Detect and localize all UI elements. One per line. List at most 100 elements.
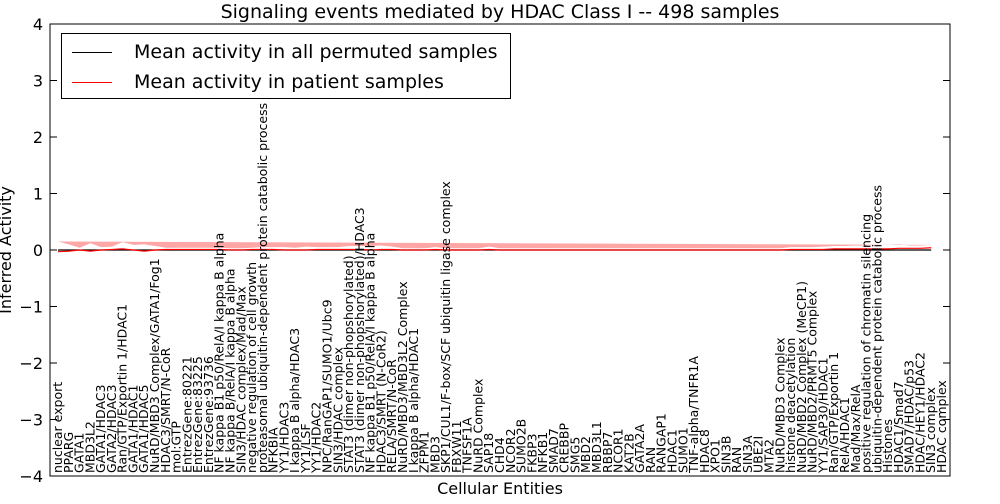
line-layer <box>57 247 932 253</box>
x-tick-label: Histones <box>880 419 895 473</box>
x-tick-label: EntrezGene:83225 <box>190 356 205 473</box>
y-tick-label: 4 <box>33 15 43 34</box>
series-line-patient <box>57 247 932 253</box>
legend-swatch-patient <box>72 81 112 83</box>
x-tick-label: CREBBP <box>557 423 572 473</box>
x-tick-label: STAT3 (dimer non-phopshorylated) <box>341 255 356 473</box>
y-tick-label: −1 <box>19 298 43 317</box>
x-tick-label: NCOR2 <box>503 428 518 473</box>
x-tick-label: GATA1 <box>72 433 87 473</box>
x-tick-label: HDAC3/SMRT/N-CoR <box>158 347 173 473</box>
legend-label-permuted: Mean activity in all permuted samples <box>134 41 498 63</box>
x-tick-label: NFKB1 <box>535 432 550 473</box>
x-tick-label: SIN3/HDAC complex/Mad/Max <box>233 286 248 473</box>
y-tick-label: −4 <box>19 467 43 486</box>
x-tick-label: NuRD/MBD2/PRMT5 Complex <box>805 291 820 473</box>
x-tick-label: RAN <box>729 447 744 473</box>
legend-item-patient: Mean activity in patient samples <box>62 67 444 97</box>
x-tick-label: SIN3 complex <box>923 387 938 473</box>
x-tick-label: CHD4 <box>492 437 507 473</box>
x-tick-label: YY1/SAP30/HDAC1 <box>815 357 830 474</box>
x-tick-label: MBD3 <box>427 436 442 473</box>
x-tick-label: SIN3B <box>718 436 733 474</box>
x-tick-label: GATA1/HDAC3 <box>93 385 108 473</box>
x-tick-label: SKP1/CUL1/F-box/SCF ubiquitin ligase com… <box>438 181 453 473</box>
x-tick-label: histone deacetylation <box>783 338 798 473</box>
x-tick-label: SUMO1 <box>675 427 690 473</box>
x-tick-label: YY1/HDAC3 <box>276 402 291 474</box>
x-tick-label: negative regulation of cell growth <box>244 262 259 473</box>
x-tick-label: FKBP3 <box>524 434 539 473</box>
x-tick-label: MBD2 <box>578 436 593 473</box>
x-tick-label: MTA2 <box>762 439 777 473</box>
band-layer <box>58 241 932 249</box>
x-tick-label: I kappa B alpha/HDAC3 <box>287 328 302 473</box>
x-tick-label: PPARG <box>61 432 76 473</box>
x-tick-label: NFKBIA <box>266 427 281 473</box>
x-tick-label: TNF-alpha/TNFR1A <box>686 356 701 474</box>
x-tick-label: RelA/HDAC1 <box>837 397 852 473</box>
x-tick-label: STAT3 (dimer non-phopshorylated)/HDAC3 <box>352 207 367 473</box>
x-tick-label: XPO1 <box>708 439 723 473</box>
y-tick-label: −3 <box>19 411 43 430</box>
x-tick-label: SMG5 <box>567 437 582 473</box>
x-tick-label: HDAC1/Smad7 <box>891 381 906 473</box>
legend-item-permuted: Mean activity in all permuted samples <box>62 37 497 67</box>
x-tick-label: GATA2/HDAC3 <box>104 385 119 473</box>
x-tick-label: NuRD Complex <box>470 379 485 473</box>
x-tick-label: Ran/GTP/Exportin 1 <box>826 352 841 473</box>
x-tick-label: GATA1/HDAC1 <box>125 385 140 473</box>
x-tick-label: UBE2I <box>751 436 766 473</box>
x-tick-label: RAN <box>643 447 658 473</box>
y-axis-label: Inferred Activity <box>0 186 15 314</box>
x-tick-label: nuclear export <box>50 382 65 473</box>
x-tick-label: YY1/HDAC2 <box>309 402 324 474</box>
x-tick-label: HDAC8 <box>697 429 712 473</box>
y-tick-label: 0 <box>33 241 43 260</box>
x-tick-label: HDAC3/SMRT (N-CoR2) <box>373 330 388 473</box>
x-tick-label: RANGAP1 <box>654 413 669 473</box>
x-tick-label: RELA/SMRT/N-CoR <box>384 359 399 473</box>
patient-band <box>58 241 932 249</box>
x-tick-label: NuRD/MBD2 Complex (MeCP1) <box>794 281 809 473</box>
x-tick-label: HDAC1 <box>664 429 679 473</box>
x-tick-label: SUMO2B <box>514 419 529 473</box>
x-axis-label: Cellular Entities <box>437 479 563 498</box>
y-tick-label: 1 <box>33 185 43 204</box>
x-tick-label: NCOR1 <box>611 428 626 473</box>
x-tick-label: GATA2A <box>632 424 647 473</box>
x-tick-label: SMAD7 <box>546 428 561 473</box>
x-tick-label: mol:GTP <box>169 421 184 473</box>
x-tick-label: NuRD/MBD3/MBD3L2 Complex <box>395 281 410 473</box>
x-tick-label: NuRD/MBD3 Complex <box>772 337 787 473</box>
x-tick-label: NF kappa B1 p50/RelA/I kappa B alpha <box>363 233 378 473</box>
x-tick-label: RBBP7 <box>600 432 615 473</box>
chart-title: Signaling events mediated by HDAC Class … <box>221 1 780 23</box>
y-tick-label: 3 <box>33 72 43 91</box>
x-tick-label: Ran/GTP/Exportin 1/HDAC1 <box>115 304 130 473</box>
x-tick-label: TNFSF1A <box>460 417 475 474</box>
x-tick-label: MBD3L1 <box>589 421 604 473</box>
x-tick-label: MBD3L2 <box>82 421 97 473</box>
x-tick-label: SMAD7/HDAC/p53 <box>902 360 917 473</box>
x-tick-label: SAP18 <box>481 433 496 473</box>
y-tick-label: 2 <box>33 128 43 147</box>
x-tick-label: NPC/RanGAP1/SUMO1/Ubc9 <box>320 299 335 473</box>
x-tick-labels: nuclear exportPPARGGATA1MBD3L2GATA1/HDAC… <box>50 103 949 474</box>
x-tick-label: proteasomal ubiquitin-dependent protein … <box>255 103 270 473</box>
x-tick-label: NF kappa B1 p50/RelA/I kappa B alpha <box>212 233 227 473</box>
x-tick-label: EntrezGene:93736 <box>201 356 216 473</box>
x-tick-label: GATA1/HDAC5 <box>136 385 151 473</box>
x-tick-label: HDAC/HEY1/HDAC2 <box>912 352 927 473</box>
x-tick-label: ubiquitin-dependent protein catabolic pr… <box>869 185 884 473</box>
x-tick-label: EntrezGene:80221 <box>179 356 194 473</box>
legend: Mean activity in all permuted samples Me… <box>61 33 511 99</box>
x-tick-label: SIN3A <box>740 435 755 473</box>
x-tick-label: SIN3/HDAC complex <box>330 347 345 473</box>
x-tick-label: HDAC complex <box>934 380 949 473</box>
x-tick-label: NuRD/MBD3 Complex/GATA1/Fog1 <box>147 258 162 473</box>
x-tick-label: ZFPM1 <box>417 431 432 473</box>
x-tick-label: Mad/Max/RelA <box>848 384 863 473</box>
x-tick-label: YY1/LSF <box>298 423 313 474</box>
